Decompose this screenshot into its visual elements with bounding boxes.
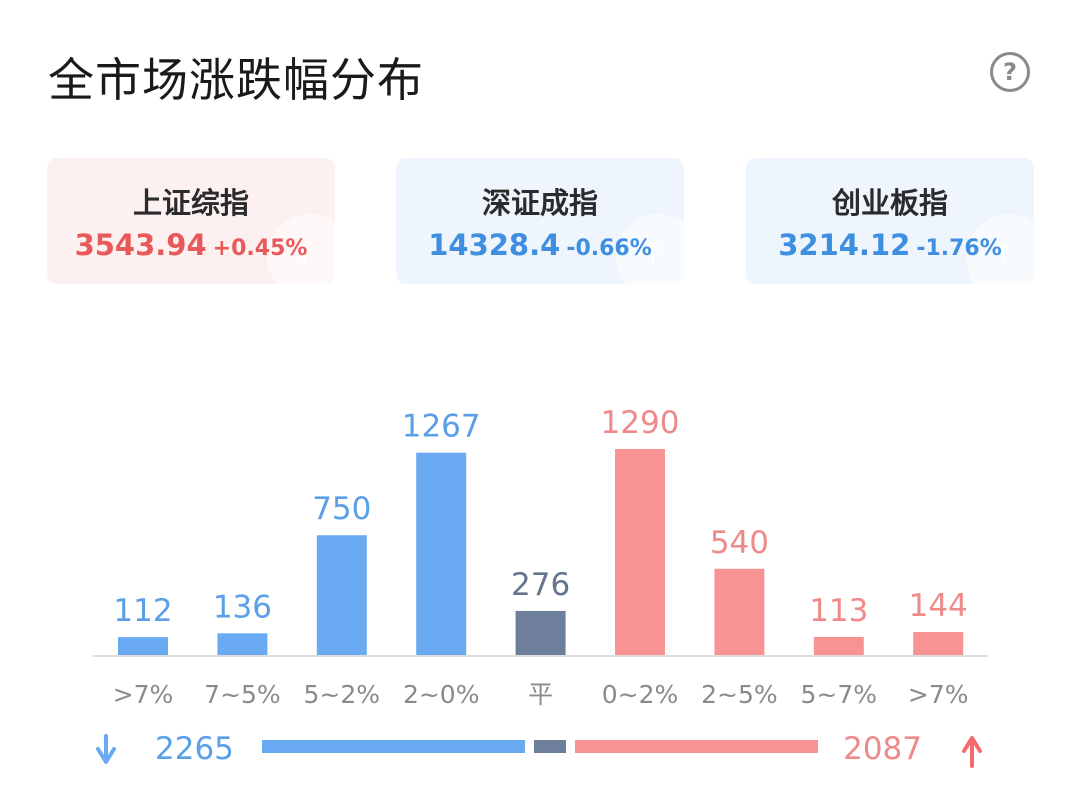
index-card-sh[interactable]: ↑ 上证综指 3543.94 +0.45% bbox=[47, 158, 335, 284]
bar-value-label: 1290 bbox=[601, 405, 680, 441]
watermark-arrow-icon: ↑ bbox=[293, 240, 315, 270]
index-value: 3214.12 bbox=[778, 228, 911, 262]
index-card-sz[interactable]: ↑ 深证成指 14328.4 -0.66% bbox=[396, 158, 684, 284]
watermark-arrow-icon: ↑ bbox=[642, 240, 664, 270]
x-tick-label: 0~2% bbox=[602, 680, 679, 709]
x-tick-label: 2~0% bbox=[403, 680, 480, 709]
watermark-arrow-icon: ↑ bbox=[992, 240, 1014, 270]
bar-value-label: 144 bbox=[909, 588, 968, 624]
up-total: 2087 bbox=[843, 731, 922, 767]
index-value: 3543.94 bbox=[74, 228, 207, 262]
bar-7 bbox=[813, 636, 864, 655]
index-name: 上证综指 bbox=[132, 186, 249, 220]
bar-0 bbox=[118, 637, 168, 655]
bar-1 bbox=[217, 633, 268, 655]
bar-value-label: 136 bbox=[213, 589, 272, 625]
bar-value-label: 1267 bbox=[402, 409, 481, 445]
bar-value-label: 276 bbox=[511, 567, 570, 603]
x-tick-label: 5~7% bbox=[801, 680, 878, 709]
index-name: 深证成指 bbox=[481, 186, 598, 220]
page-title: 全市场涨跌幅分布 bbox=[48, 53, 424, 107]
x-tick-label: 5~2% bbox=[304, 680, 381, 709]
bar-3 bbox=[416, 452, 467, 655]
bar-5 bbox=[615, 449, 665, 655]
bar-4 bbox=[515, 610, 566, 655]
index-card-cyb[interactable]: ↑ 创业板指 3214.12 -1.76% bbox=[746, 158, 1034, 284]
bar-6 bbox=[714, 568, 765, 655]
index-change: +0.45% bbox=[212, 236, 308, 261]
x-tick-label: 7~5% bbox=[204, 680, 281, 709]
index-change: -1.76% bbox=[916, 236, 1002, 261]
question-circle-icon: ? bbox=[1003, 58, 1017, 86]
bar-value-label: 540 bbox=[710, 525, 769, 561]
x-tick-label: >7% bbox=[113, 680, 174, 709]
arrow-down-icon bbox=[96, 734, 116, 764]
x-tick-label: 平 bbox=[528, 680, 553, 709]
arrow-up-icon bbox=[962, 736, 982, 768]
bar-value-label: 112 bbox=[113, 593, 172, 629]
bar-value-label: 113 bbox=[809, 593, 868, 629]
down-total: 2265 bbox=[155, 731, 234, 767]
index-name: 创业板指 bbox=[831, 186, 948, 220]
help-button[interactable]: ? bbox=[990, 52, 1030, 92]
down-ratio-bar bbox=[262, 740, 526, 753]
bar-8 bbox=[913, 632, 964, 655]
x-tick-label: >7% bbox=[908, 680, 969, 709]
bar-value-label: 750 bbox=[312, 491, 371, 527]
x-tick-label: 2~5% bbox=[701, 680, 778, 709]
index-value: 14328.4 bbox=[428, 228, 561, 262]
up-ratio-bar bbox=[575, 740, 818, 753]
flat-ratio-bar bbox=[534, 740, 567, 753]
index-change: -0.66% bbox=[566, 236, 652, 261]
bar-2 bbox=[316, 535, 367, 655]
